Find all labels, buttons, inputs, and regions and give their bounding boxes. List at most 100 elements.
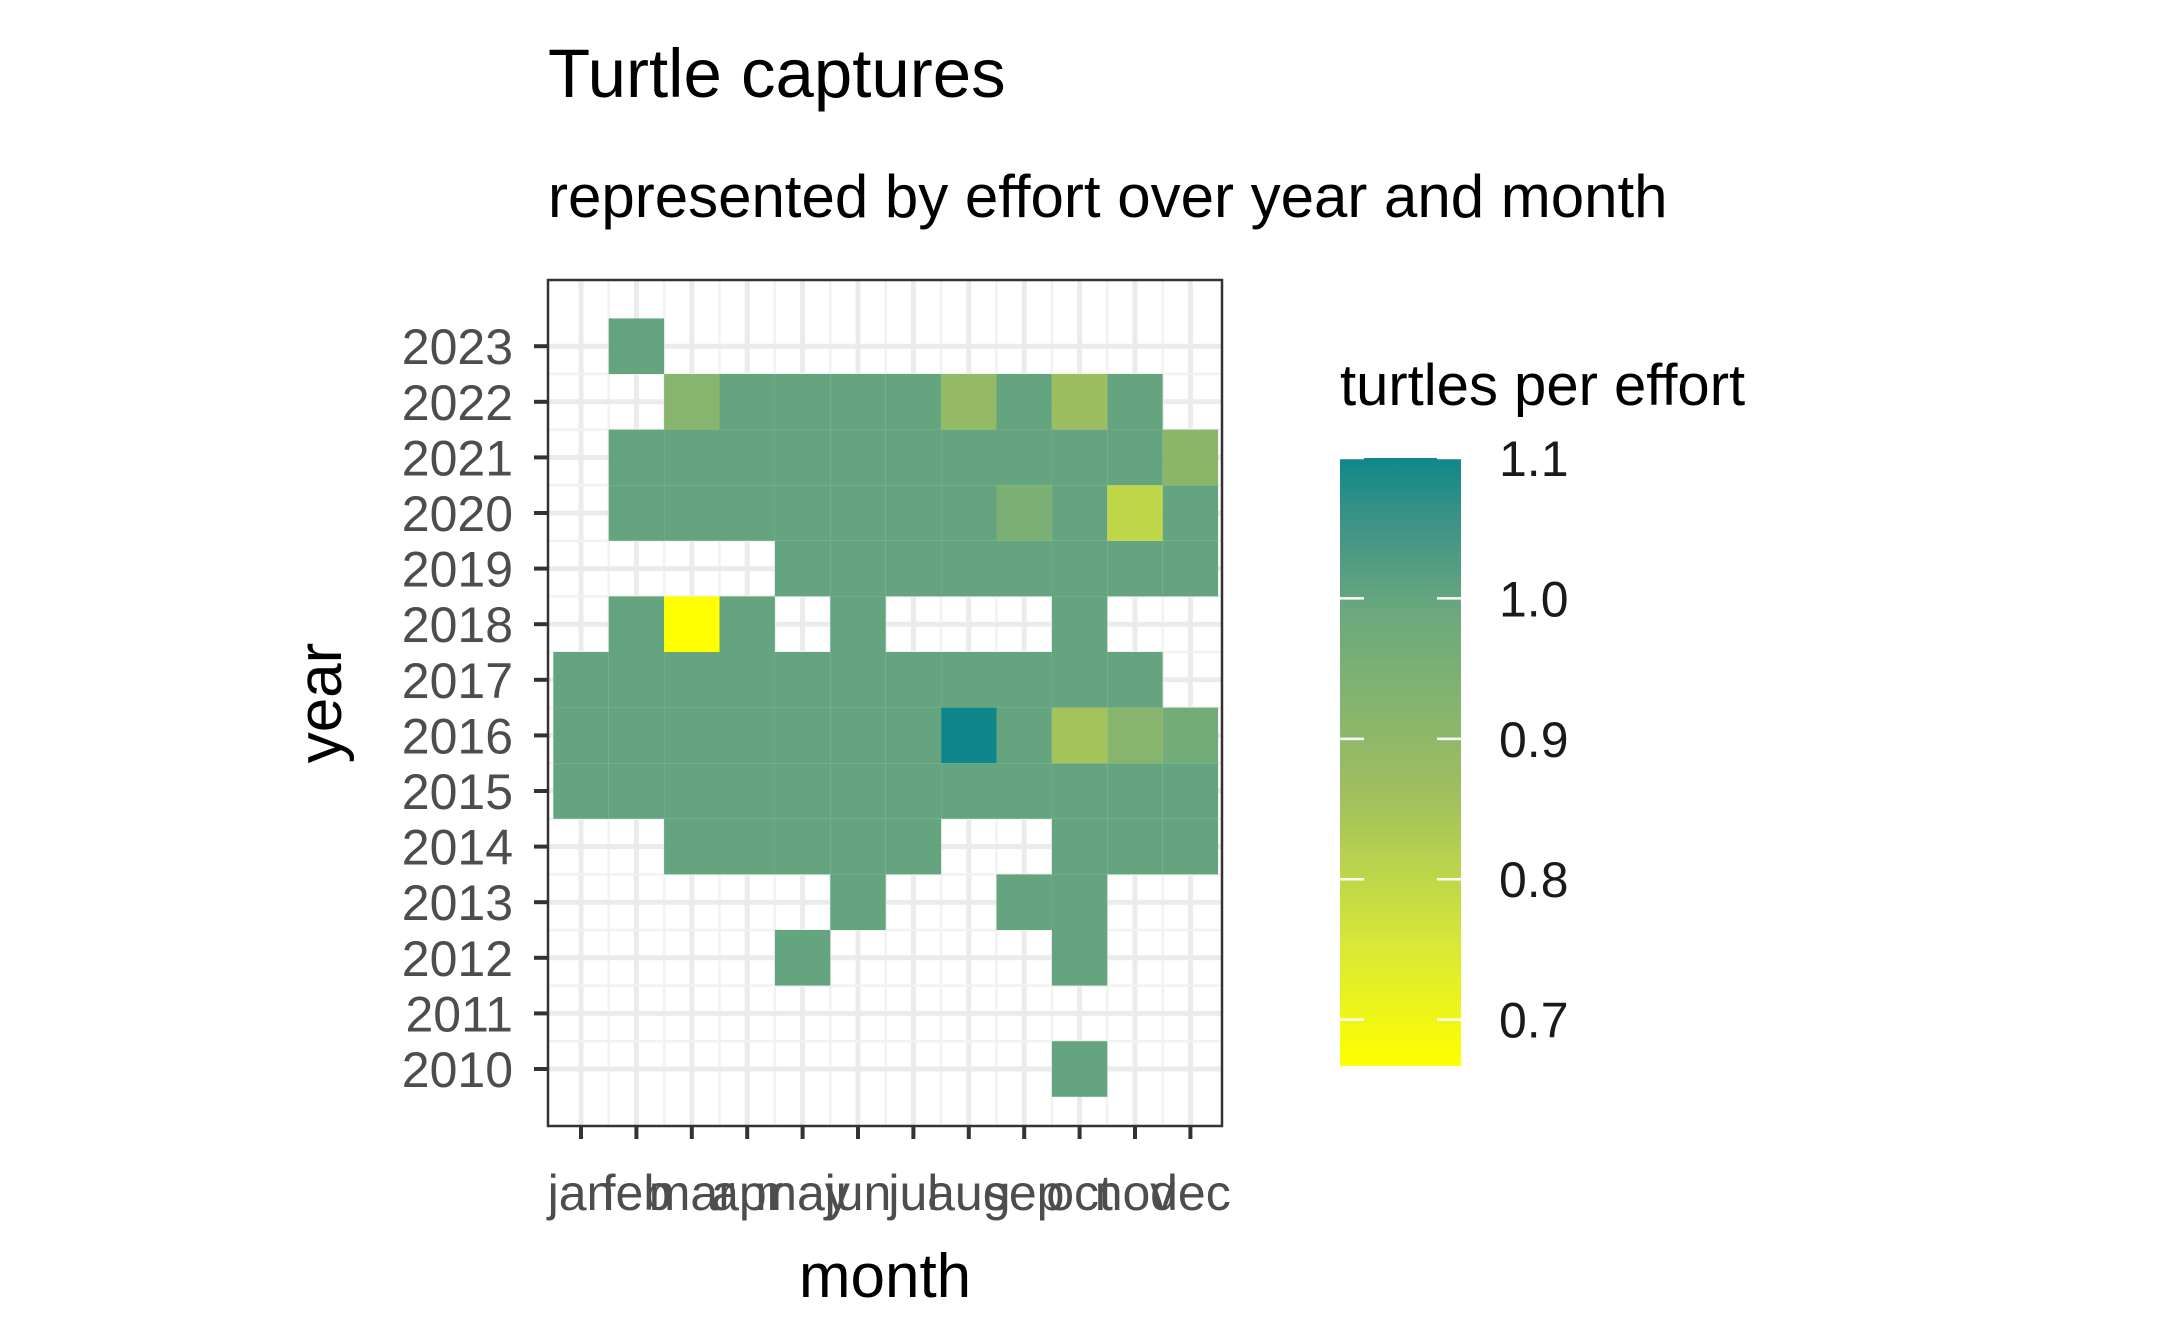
x-tick-label: apr	[711, 1165, 783, 1221]
heatmap-cell	[664, 652, 720, 708]
heatmap-cell	[941, 374, 997, 430]
x-tick-label: jun	[823, 1165, 892, 1221]
heatmap-cell	[608, 596, 665, 652]
heatmap-cell	[774, 374, 831, 430]
legend-label: 1.0	[1499, 571, 1569, 627]
heatmap-cell	[1051, 1041, 1108, 1097]
heatmap-cell	[996, 374, 1052, 430]
heatmap-cell	[719, 485, 775, 541]
x-tick-label: jan	[546, 1165, 615, 1221]
heatmap-cell	[774, 429, 831, 486]
x-tick-label: mar	[649, 1165, 735, 1221]
x-tick-label: feb	[602, 1165, 672, 1221]
y-tick-label: 2022	[402, 375, 513, 431]
y-axis-title: year	[286, 643, 355, 764]
heatmap-cell	[830, 596, 886, 652]
heatmap-cell	[885, 485, 942, 541]
heatmap-cell	[885, 540, 942, 597]
heatmap-cell	[1107, 540, 1163, 597]
plot-area	[546, 278, 1224, 1128]
heatmap-cell	[1162, 763, 1219, 819]
heatmap-cell	[1107, 818, 1163, 875]
heatmap-cell	[1162, 818, 1219, 875]
heatmap-cell	[996, 763, 1052, 819]
heatmap-cell	[1051, 429, 1108, 486]
heatmap-cell	[774, 485, 831, 541]
heatmap-cell	[1107, 707, 1163, 764]
heatmap-cells	[553, 318, 1219, 1097]
heatmap-cell	[885, 374, 942, 430]
x-tick-label: aug	[927, 1165, 1010, 1221]
legend: turtles per effort 1.1 1.0 0.9 0.8 0.7	[1340, 353, 1745, 1066]
heatmap-cell	[996, 707, 1052, 764]
chart-subtitle: represented by effort over year and mont…	[548, 163, 1668, 230]
heatmap-cell	[1107, 374, 1163, 430]
y-tick-label: 2011	[405, 986, 513, 1042]
heatmap-cell	[1051, 874, 1108, 930]
heatmap-cell	[1162, 540, 1219, 597]
heatmap-cell	[719, 429, 775, 486]
heatmap-cell	[830, 763, 886, 819]
heatmap-cell	[719, 818, 775, 875]
heatmap-cell	[774, 930, 831, 986]
heatmap-cell	[1051, 485, 1108, 541]
heatmap-cell	[719, 763, 775, 819]
heatmap-cell	[941, 540, 997, 597]
heatmap-cell	[664, 429, 720, 486]
y-tick-label: 2017	[402, 653, 513, 709]
heatmap-cell	[1051, 596, 1108, 652]
heatmap-cell	[1162, 429, 1219, 486]
heatmap-cell	[1051, 818, 1108, 875]
heatmap-cell	[941, 485, 997, 541]
heatmap-cell	[830, 374, 886, 430]
heatmap-cell	[885, 707, 942, 764]
heatmap-cell	[830, 429, 886, 486]
heatmap-cell	[1051, 930, 1108, 986]
heatmap-cell	[941, 763, 997, 819]
y-tick-label: 2020	[402, 486, 513, 542]
heatmap-cell	[996, 485, 1052, 541]
heatmap-cell	[996, 874, 1052, 930]
heatmap-cell	[1051, 652, 1108, 708]
legend-ticks: 1.1 1.0 0.9 0.8 0.7	[1340, 431, 1569, 1049]
y-tick-label: 2018	[402, 597, 513, 653]
plot-border	[546, 278, 1224, 1128]
heatmap-cell	[1107, 652, 1163, 708]
heatmap-cell	[553, 652, 609, 708]
heatmap-cell	[996, 429, 1052, 486]
heatmap-cell	[664, 596, 720, 652]
x-tick-label: sep	[984, 1165, 1065, 1221]
heatmap-cell	[608, 429, 665, 486]
x-tick-label: dec	[1150, 1165, 1231, 1221]
heatmap-cell	[608, 707, 665, 764]
legend-label: 0.8	[1499, 852, 1569, 908]
legend-label: 0.9	[1499, 712, 1569, 768]
heatmap-cell	[719, 596, 775, 652]
heatmap-cell	[719, 707, 775, 764]
heatmap-cell	[1051, 763, 1108, 819]
heatmap-cell	[830, 540, 886, 597]
y-tick-label: 2014	[402, 820, 513, 876]
heatmap-cell	[830, 707, 886, 764]
heatmap-cell	[1051, 374, 1108, 430]
heatmap-cell	[830, 652, 886, 708]
heatmap-cell	[885, 652, 942, 708]
heatmap-cell	[553, 763, 609, 819]
heatmap-cell	[664, 485, 720, 541]
heatmap-cell	[608, 318, 665, 374]
legend-label: 1.1	[1499, 431, 1569, 487]
heatmap-cell	[996, 540, 1052, 597]
heatmap-cell	[774, 652, 831, 708]
heatmap-cell	[830, 818, 886, 875]
y-tick-label: 2015	[402, 764, 513, 820]
heatmap-cell	[774, 818, 831, 875]
y-tick-label: 2023	[402, 319, 513, 375]
y-axis: 2010201120122013201420152016201720182019…	[402, 319, 548, 1098]
heatmap-cell	[608, 485, 665, 541]
heatmap-cell	[941, 429, 997, 486]
heatmap-cell	[664, 818, 720, 875]
heatmap-cell	[664, 707, 720, 764]
heatmap-cell	[608, 763, 665, 819]
x-tick-label: may	[755, 1165, 849, 1221]
